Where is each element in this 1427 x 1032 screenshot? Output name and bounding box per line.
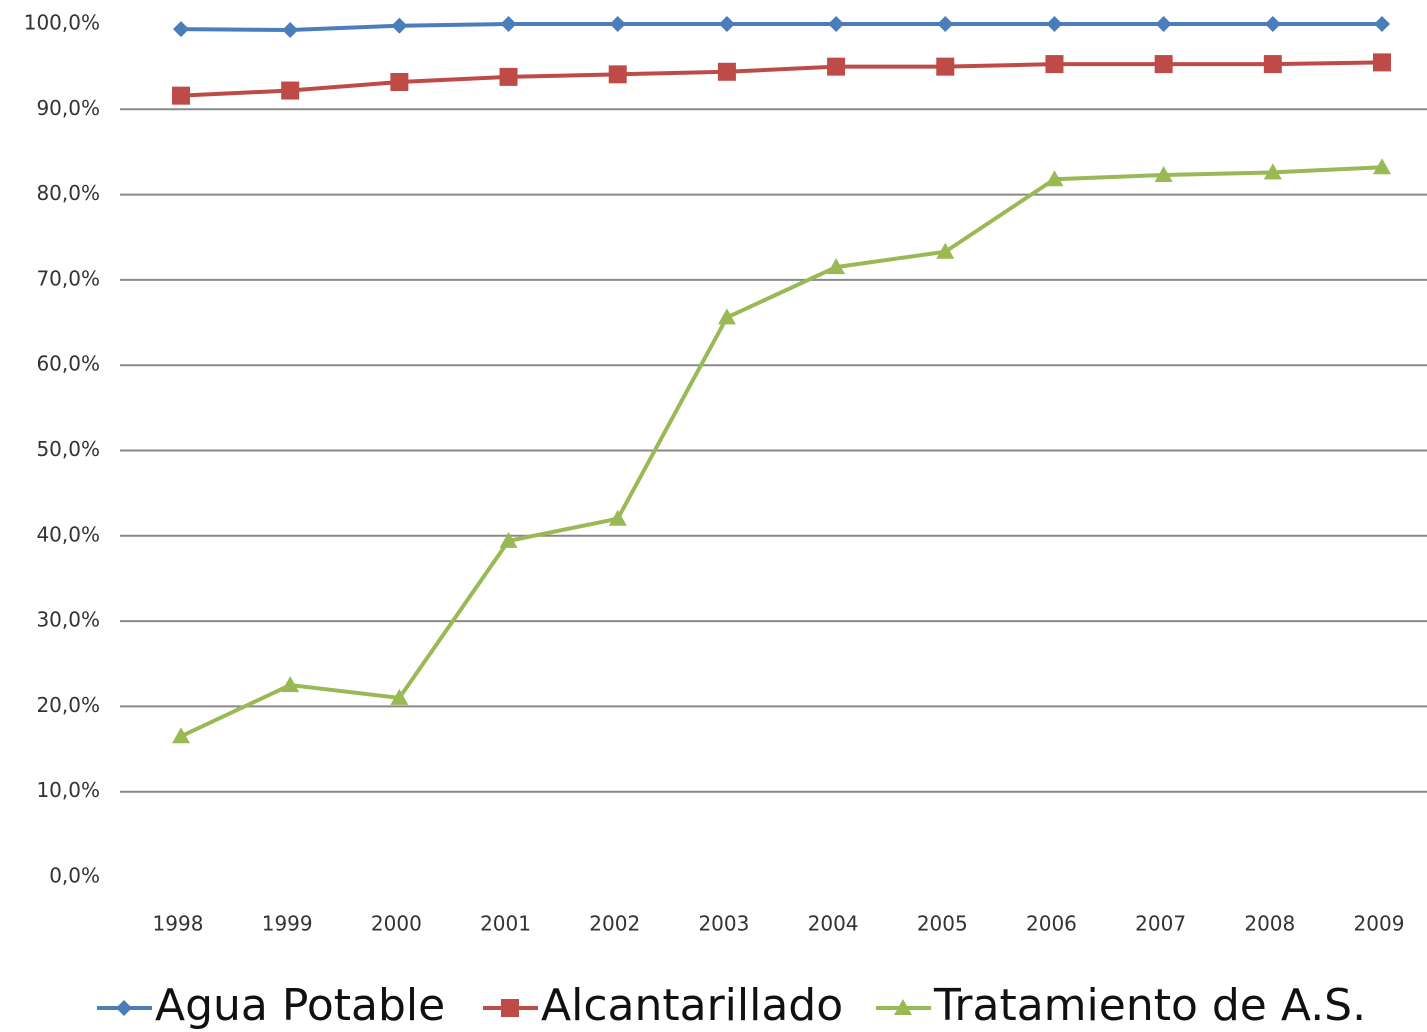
marker bbox=[172, 727, 190, 744]
marker bbox=[390, 73, 409, 92]
marker bbox=[390, 688, 409, 705]
y-tick-label: 70,0% bbox=[36, 266, 100, 290]
y-tick-label: 90,0% bbox=[36, 96, 100, 120]
marker bbox=[608, 509, 627, 526]
x-tick-label: 2003 bbox=[698, 912, 749, 936]
marker bbox=[609, 16, 626, 32]
x-tick-label: 2001 bbox=[480, 912, 531, 936]
legend-label: Alcantarillado bbox=[541, 980, 843, 1031]
marker bbox=[282, 21, 299, 38]
y-tick-label: 0,0% bbox=[49, 864, 100, 888]
marker bbox=[608, 65, 627, 84]
marker bbox=[1045, 170, 1064, 187]
marker bbox=[828, 16, 845, 32]
marker bbox=[717, 62, 736, 81]
y-tick-label: 60,0% bbox=[36, 352, 100, 376]
marker bbox=[1264, 16, 1281, 32]
series-line bbox=[180, 60, 1383, 98]
marker bbox=[936, 57, 955, 76]
series bbox=[172, 53, 1391, 105]
y-tick-label: 20,0% bbox=[36, 693, 100, 717]
x-tick-label: 2000 bbox=[371, 912, 422, 936]
marker bbox=[499, 531, 518, 548]
marker bbox=[116, 1000, 132, 1016]
marker bbox=[1154, 165, 1173, 182]
marker bbox=[936, 242, 955, 259]
marker bbox=[391, 17, 408, 34]
x-tick-label: 2007 bbox=[1135, 912, 1186, 936]
y-tick-label: 80,0% bbox=[36, 181, 100, 205]
marker bbox=[499, 67, 518, 86]
y-tick-label: 30,0% bbox=[36, 608, 100, 632]
x-tick-label: 1998 bbox=[153, 912, 204, 936]
y-tick-label: 100,0% bbox=[24, 11, 100, 35]
marker bbox=[1263, 163, 1282, 180]
y-tick-label: 50,0% bbox=[36, 437, 100, 461]
x-tick-label: 2009 bbox=[1354, 912, 1405, 936]
marker bbox=[1263, 55, 1282, 74]
x-tick-label: 2005 bbox=[917, 912, 968, 936]
marker bbox=[827, 258, 846, 275]
marker bbox=[1045, 55, 1064, 74]
marker bbox=[1373, 158, 1391, 175]
x-tick-label: 1999 bbox=[262, 912, 313, 936]
series-line bbox=[180, 22, 1382, 32]
x-tick-label: 2004 bbox=[808, 912, 859, 936]
marker bbox=[1373, 53, 1391, 72]
marker bbox=[281, 81, 300, 100]
series-line bbox=[180, 165, 1383, 739]
marker bbox=[501, 999, 519, 1017]
legend-label: Agua Potable bbox=[155, 980, 445, 1031]
marker bbox=[717, 308, 736, 325]
marker bbox=[937, 16, 954, 32]
y-tick-label: 40,0% bbox=[36, 522, 100, 546]
series bbox=[173, 16, 1390, 38]
series bbox=[172, 158, 1391, 744]
x-tick-label: 2006 bbox=[1026, 912, 1077, 936]
marker bbox=[173, 21, 189, 38]
marker bbox=[894, 999, 912, 1015]
marker bbox=[1374, 16, 1390, 32]
marker bbox=[718, 16, 735, 32]
marker bbox=[1046, 16, 1063, 32]
x-tick-label: 2002 bbox=[589, 912, 640, 936]
x-tick-label: 2008 bbox=[1244, 912, 1295, 936]
legend-label: Tratamiento de A.S. bbox=[933, 980, 1366, 1031]
marker bbox=[1155, 16, 1172, 32]
marker bbox=[500, 16, 517, 32]
marker bbox=[1154, 55, 1173, 74]
y-tick-label: 10,0% bbox=[36, 778, 100, 802]
marker bbox=[281, 676, 300, 693]
marker bbox=[827, 57, 846, 76]
marker bbox=[172, 86, 190, 105]
